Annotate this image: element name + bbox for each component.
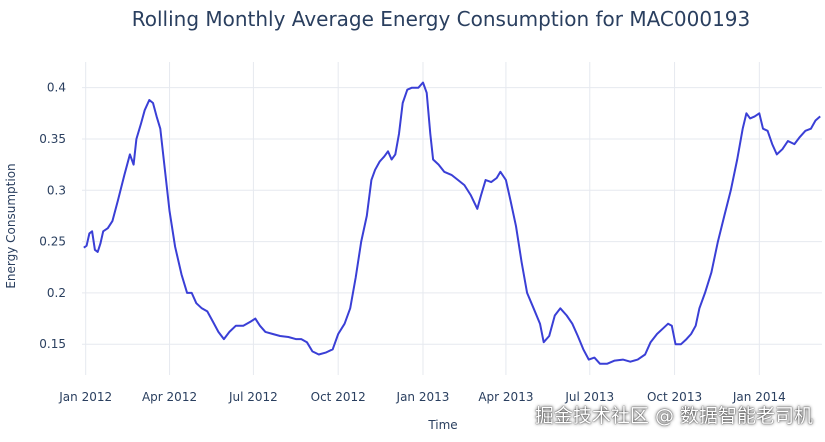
x-tick-label: Oct 2012 — [311, 390, 366, 404]
watermark-text: 掘金技术社区 @ 数据智能老司机 — [534, 405, 813, 427]
x-tick-label: Apr 2013 — [478, 390, 533, 404]
x-tick-label: Jan 2012 — [58, 390, 112, 404]
y-tick-label: 0.35 — [39, 132, 66, 146]
y-axis-title: Energy Consumption — [4, 163, 18, 288]
x-tick-label: Apr 2012 — [142, 390, 197, 404]
y-tick-label: 0.2 — [47, 286, 66, 300]
y-tick-labels: 0.15 0.2 0.25 0.3 0.35 0.4 — [39, 81, 66, 352]
y-tick-label: 0.15 — [39, 337, 66, 351]
x-tick-labels: Jan 2012 Apr 2012 Jul 2012 Oct 2012 Jan 2013… — [58, 390, 786, 404]
x-tick-label: Jul 2013 — [564, 390, 614, 404]
series-group — [83, 81, 821, 365]
y-gridlines — [82, 87, 822, 345]
x-axis-title: Time — [427, 418, 457, 432]
series-line — [83, 81, 821, 365]
chart-title: Rolling Monthly Average Energy Consumpti… — [132, 7, 751, 31]
x-tick-label: Jul 2012 — [228, 390, 278, 404]
x-tick-label: Jan 2013 — [396, 390, 450, 404]
y-tick-label: 0.3 — [47, 183, 66, 197]
x-tick-label: Jan 2014 — [732, 390, 786, 404]
x-tick-label: Oct 2013 — [647, 390, 702, 404]
y-tick-label: 0.4 — [47, 81, 66, 95]
x-gridlines — [85, 62, 760, 375]
y-tick-label: 0.25 — [39, 235, 66, 249]
